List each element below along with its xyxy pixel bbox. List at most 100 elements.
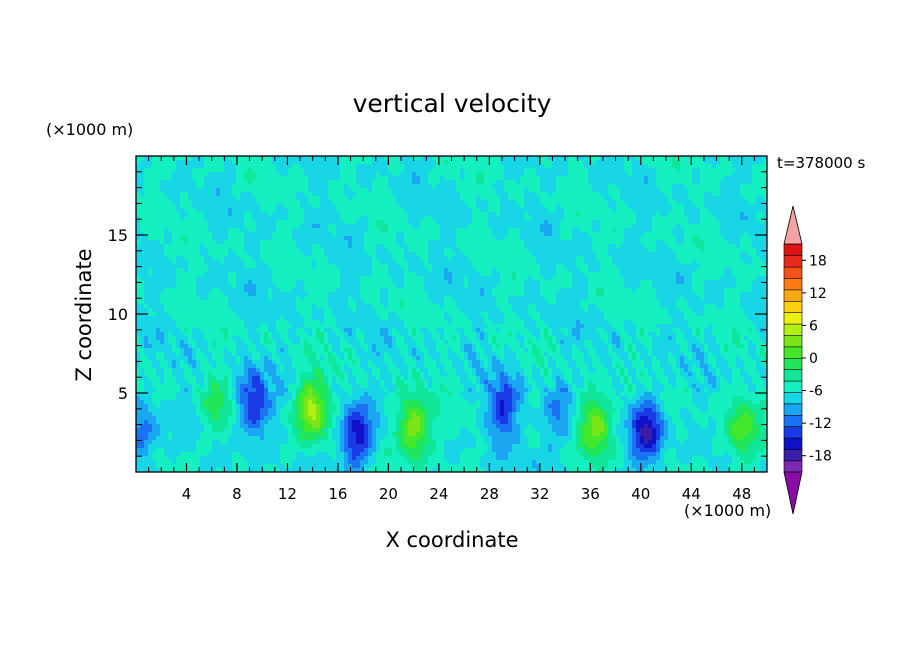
field-cell bbox=[392, 268, 397, 273]
field-cell bbox=[624, 220, 629, 225]
field-cell bbox=[704, 248, 709, 253]
field-cell bbox=[520, 272, 525, 277]
field-cell bbox=[272, 204, 277, 209]
field-cell bbox=[364, 176, 369, 181]
field-cell bbox=[632, 244, 637, 249]
field-cell bbox=[688, 172, 693, 177]
field-cell bbox=[444, 224, 449, 229]
field-cell bbox=[552, 232, 557, 237]
field-cell bbox=[600, 252, 605, 257]
field-cell bbox=[628, 168, 633, 173]
field-cell bbox=[680, 204, 685, 209]
field-cell bbox=[396, 276, 401, 281]
field-cell bbox=[360, 252, 365, 257]
field-cell bbox=[304, 220, 309, 225]
field-cell bbox=[556, 256, 561, 261]
field-cell bbox=[524, 224, 529, 229]
field-cell bbox=[700, 216, 705, 221]
field-cell bbox=[480, 168, 485, 173]
field-cell bbox=[480, 276, 485, 281]
field-cell bbox=[432, 276, 437, 281]
field-cell bbox=[360, 240, 365, 245]
field-cell bbox=[668, 172, 673, 177]
field-cell bbox=[188, 204, 193, 209]
field-cell bbox=[540, 260, 545, 265]
field-cell bbox=[332, 280, 337, 285]
field-cell bbox=[500, 264, 505, 269]
field-cell bbox=[628, 156, 633, 161]
field-cell bbox=[568, 172, 573, 177]
field-cell bbox=[420, 172, 425, 177]
field-cell bbox=[460, 268, 465, 273]
field-cell bbox=[660, 160, 665, 165]
field-cell bbox=[720, 216, 725, 221]
field-cell bbox=[240, 264, 245, 269]
field-cell bbox=[608, 180, 613, 185]
field-cell bbox=[136, 252, 141, 257]
field-cell bbox=[176, 248, 181, 253]
field-cell bbox=[328, 168, 333, 173]
field-cell bbox=[764, 172, 768, 177]
field-cell bbox=[284, 156, 289, 161]
field-cell bbox=[376, 272, 381, 277]
field-cell bbox=[204, 208, 209, 213]
field-cell bbox=[224, 180, 229, 185]
field-cell bbox=[652, 224, 657, 229]
field-cell bbox=[652, 188, 657, 193]
field-cell bbox=[364, 208, 369, 213]
field-cell bbox=[208, 196, 213, 201]
field-cell bbox=[152, 160, 157, 165]
field-cell bbox=[516, 192, 521, 197]
field-cell bbox=[392, 196, 397, 201]
field-cell bbox=[196, 160, 201, 165]
field-cell bbox=[308, 200, 313, 205]
field-cell bbox=[696, 184, 701, 189]
field-cell bbox=[664, 228, 669, 233]
field-cell bbox=[688, 268, 693, 273]
field-cell bbox=[736, 184, 741, 189]
field-cell bbox=[748, 208, 753, 213]
field-cell bbox=[500, 204, 505, 209]
field-cell bbox=[616, 176, 621, 181]
field-cell bbox=[512, 192, 517, 197]
field-cell bbox=[548, 200, 553, 205]
field-cell bbox=[460, 200, 465, 205]
field-cell bbox=[460, 276, 465, 281]
field-cell bbox=[400, 176, 405, 181]
field-cell bbox=[208, 200, 213, 205]
field-cell bbox=[668, 196, 673, 201]
field-cell bbox=[736, 168, 741, 173]
field-cell bbox=[284, 180, 289, 185]
field-cell bbox=[444, 184, 449, 189]
field-cell bbox=[272, 164, 277, 169]
field-cell bbox=[724, 176, 729, 181]
field-cell bbox=[420, 200, 425, 205]
field-cell bbox=[740, 252, 745, 257]
field-cell bbox=[220, 240, 225, 245]
field-cell bbox=[408, 252, 413, 257]
field-cell bbox=[668, 192, 673, 197]
field-cell bbox=[380, 156, 385, 161]
field-cell bbox=[732, 272, 737, 277]
field-cell bbox=[556, 252, 561, 257]
field-cell bbox=[756, 256, 761, 261]
field-cell bbox=[516, 164, 521, 169]
field-cell bbox=[248, 256, 253, 261]
field-cell bbox=[692, 156, 697, 161]
field-cell bbox=[540, 172, 545, 177]
field-cell bbox=[392, 188, 397, 193]
field-cell bbox=[404, 272, 409, 277]
field-cell bbox=[404, 200, 409, 205]
field-cell bbox=[752, 168, 757, 173]
field-cell bbox=[576, 252, 581, 257]
field-cell bbox=[532, 168, 537, 173]
field-cell bbox=[444, 260, 449, 265]
field-cell bbox=[448, 208, 453, 213]
field-cell bbox=[736, 252, 741, 257]
field-cell bbox=[676, 272, 681, 277]
field-cell bbox=[660, 212, 665, 217]
field-cell bbox=[640, 256, 645, 261]
field-cell bbox=[184, 196, 189, 201]
field-cell bbox=[524, 156, 529, 161]
field-cell bbox=[620, 240, 625, 245]
